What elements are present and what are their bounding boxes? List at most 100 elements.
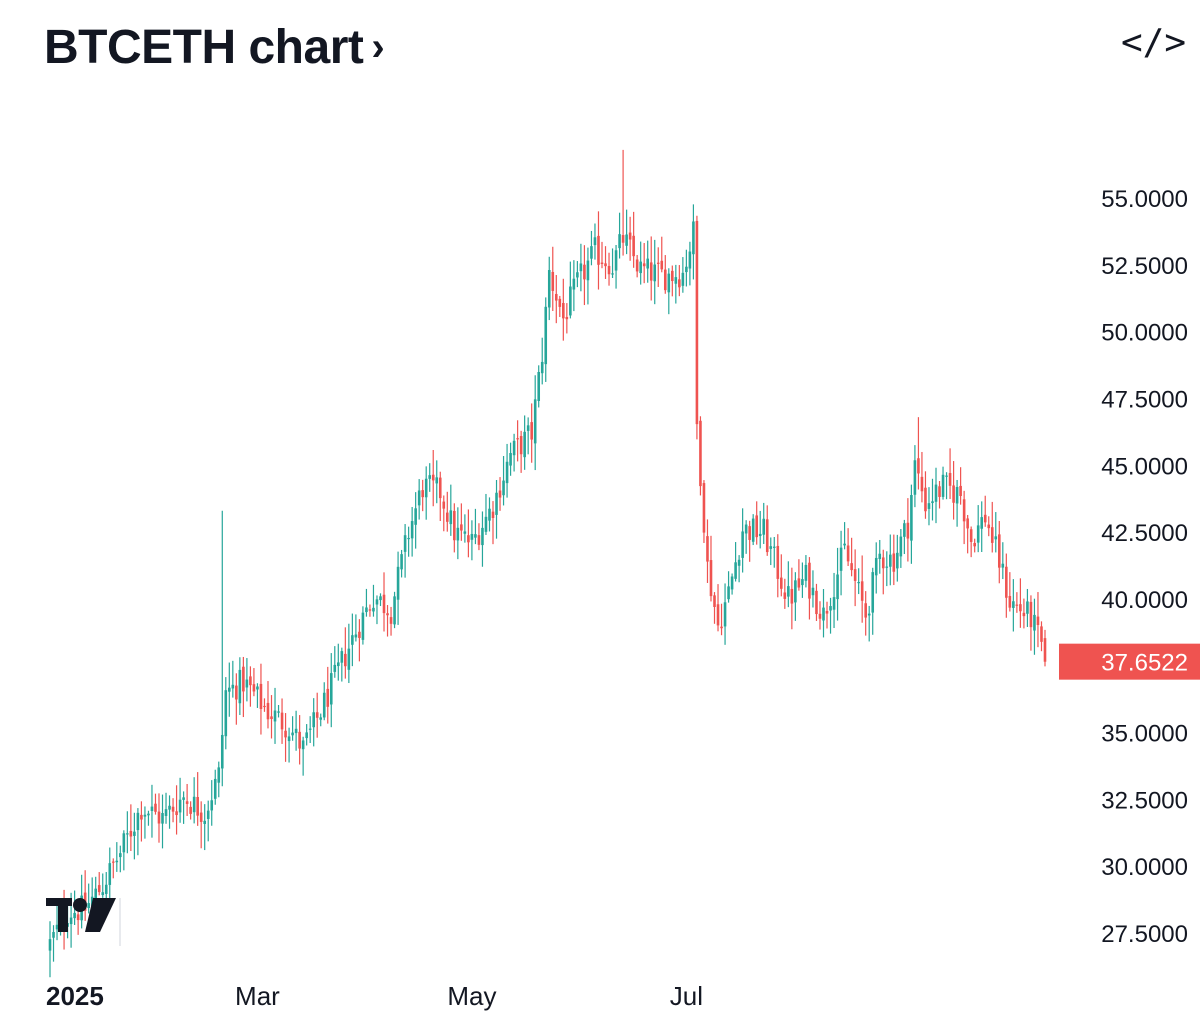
candle bbox=[646, 240, 650, 283]
candle bbox=[741, 508, 744, 573]
candle-body bbox=[787, 586, 790, 597]
candle-body bbox=[857, 582, 860, 584]
candle-body bbox=[231, 684, 235, 689]
candle bbox=[1036, 592, 1040, 648]
candle-body bbox=[713, 595, 716, 608]
candle bbox=[249, 666, 252, 707]
candle bbox=[569, 261, 572, 319]
candle bbox=[910, 484, 913, 564]
candle bbox=[403, 524, 407, 578]
candle-body bbox=[305, 732, 308, 739]
y-tick-label: 27.5000 bbox=[1101, 921, 1188, 948]
candle bbox=[467, 509, 470, 558]
candle-body bbox=[438, 477, 442, 499]
candle bbox=[533, 375, 537, 471]
candle-body bbox=[280, 712, 284, 730]
candle bbox=[938, 481, 941, 509]
candle-body bbox=[769, 546, 773, 549]
candle-body bbox=[741, 531, 744, 558]
candle bbox=[140, 801, 143, 842]
code-embed-icon[interactable]: </> bbox=[1120, 22, 1186, 63]
candle-body bbox=[941, 474, 945, 497]
candle bbox=[551, 246, 555, 311]
candle bbox=[154, 793, 157, 815]
candle bbox=[695, 215, 699, 440]
candle bbox=[765, 505, 769, 556]
candle bbox=[642, 243, 646, 284]
candle-body bbox=[164, 809, 168, 816]
candle bbox=[305, 724, 308, 746]
candle bbox=[983, 495, 987, 527]
candle bbox=[171, 798, 175, 823]
candle-body bbox=[642, 263, 646, 267]
candle bbox=[488, 497, 491, 532]
candle-body bbox=[1005, 566, 1008, 598]
candle-body bbox=[185, 801, 189, 804]
candle-body bbox=[530, 422, 533, 440]
candle bbox=[495, 480, 498, 539]
candle bbox=[410, 506, 414, 557]
candle-body bbox=[656, 262, 660, 264]
candle bbox=[192, 777, 196, 824]
candle bbox=[337, 643, 340, 681]
candle-body bbox=[199, 812, 203, 822]
candle bbox=[1015, 592, 1019, 613]
candle bbox=[382, 572, 386, 632]
candle bbox=[562, 278, 565, 341]
candle bbox=[769, 537, 773, 566]
candle-body bbox=[115, 860, 119, 863]
candle bbox=[874, 542, 878, 594]
candle bbox=[762, 502, 766, 544]
candle-body bbox=[192, 796, 196, 813]
candle bbox=[1043, 629, 1047, 667]
candle-body bbox=[586, 260, 590, 281]
candle-body bbox=[959, 485, 962, 497]
candle bbox=[716, 584, 720, 632]
candle bbox=[723, 583, 727, 645]
candle-body bbox=[386, 613, 389, 616]
candle-body bbox=[329, 673, 333, 705]
candle bbox=[242, 656, 245, 718]
candle-body bbox=[238, 669, 242, 704]
candle bbox=[727, 571, 730, 603]
candle-body bbox=[453, 510, 456, 541]
candle bbox=[755, 501, 758, 545]
candle bbox=[889, 534, 892, 586]
candle bbox=[97, 872, 101, 896]
candle bbox=[663, 255, 667, 294]
candle bbox=[491, 501, 495, 545]
candle-body bbox=[347, 648, 351, 670]
candle bbox=[83, 870, 87, 921]
candle-body bbox=[853, 569, 857, 581]
candle-body bbox=[952, 485, 955, 503]
candle bbox=[772, 537, 776, 568]
candle-body bbox=[249, 676, 252, 686]
candle bbox=[48, 921, 52, 978]
candle-body bbox=[104, 884, 108, 894]
candle bbox=[87, 883, 90, 914]
candle-body bbox=[678, 279, 681, 288]
candle bbox=[635, 254, 639, 278]
candle-body bbox=[178, 799, 182, 813]
candle bbox=[161, 794, 164, 849]
candle bbox=[801, 562, 804, 598]
last-price-badge bbox=[1059, 643, 1200, 680]
candle-body bbox=[220, 734, 224, 769]
candle-body bbox=[1022, 612, 1026, 617]
candle-body bbox=[600, 262, 604, 265]
candle-body bbox=[892, 553, 896, 572]
candle-body bbox=[133, 831, 136, 836]
candle-body bbox=[147, 813, 150, 816]
candle bbox=[530, 403, 533, 463]
candle bbox=[692, 204, 695, 280]
candle-body bbox=[565, 316, 569, 320]
candle-body bbox=[189, 806, 192, 814]
candle bbox=[720, 603, 723, 636]
candle-body bbox=[414, 508, 417, 525]
chart-title[interactable]: BTCETH chart › bbox=[44, 20, 385, 75]
candle-body bbox=[685, 266, 688, 273]
candle-body bbox=[987, 524, 991, 529]
candle-body bbox=[737, 559, 741, 566]
candle bbox=[639, 241, 642, 285]
